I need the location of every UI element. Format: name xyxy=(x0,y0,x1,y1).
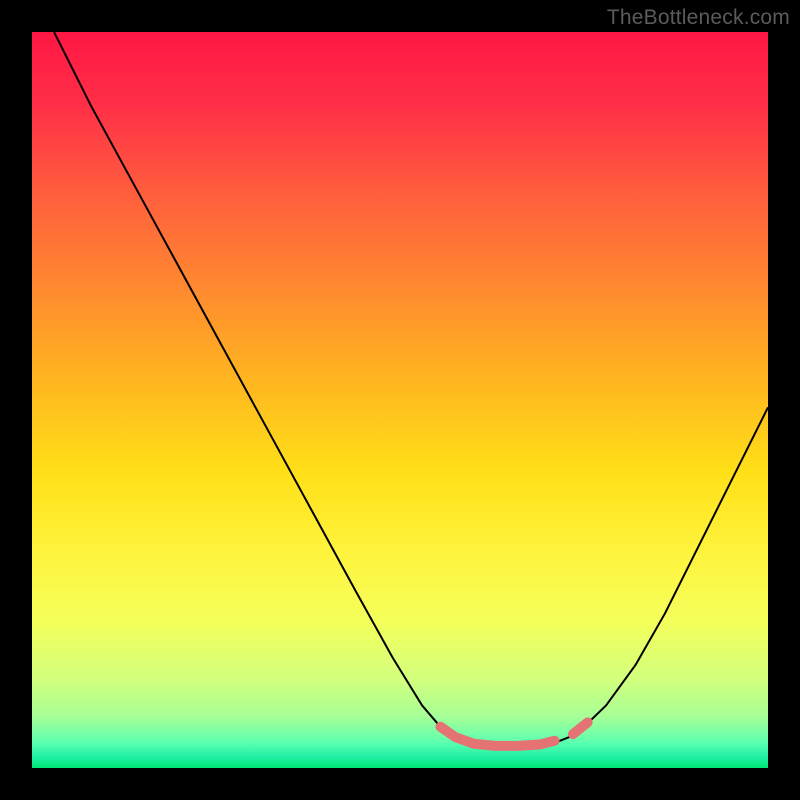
highlight-segment-1 xyxy=(573,722,588,734)
chart-container: TheBottleneck.com xyxy=(0,0,800,800)
highlight-group xyxy=(440,722,587,746)
plot-area xyxy=(32,32,768,768)
highlight-segment-0 xyxy=(440,727,554,746)
curve-layer xyxy=(32,32,768,768)
watermark-text: TheBottleneck.com xyxy=(607,6,790,30)
main-curve xyxy=(54,32,768,747)
